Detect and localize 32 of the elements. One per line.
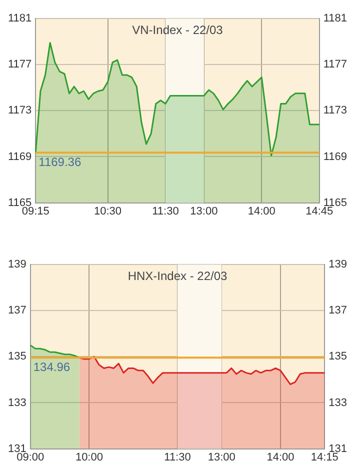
x-tick-label: 10:30 (94, 205, 122, 218)
x-tick-label: 09:00 (16, 451, 44, 464)
x-tick-label: 14:45 (306, 205, 334, 218)
chart-title: VN-Index - 22/03 (132, 22, 224, 37)
y-tick-label: 1169 (8, 150, 32, 163)
x-tick-label: 14:00 (266, 451, 294, 464)
y-tick-label: 1181 (8, 12, 32, 25)
x-tick-label: 14:00 (248, 205, 276, 218)
x-tick-label: 13:00 (190, 205, 218, 218)
x-tick-label: 11:30 (152, 205, 179, 218)
y2-tick-label: 133 (328, 396, 348, 409)
y2-tick-label: 1173 (323, 104, 347, 117)
y-tick-label: 135 (8, 350, 26, 363)
x-tick-label: 09:15 (22, 205, 50, 218)
y-tick-label: 1173 (8, 104, 32, 117)
y-tick-label: 1177 (8, 58, 32, 71)
x-tick-label: 11:30 (164, 451, 191, 464)
y2-tick-label: 1177 (323, 58, 347, 71)
chart-title: HNX-Index - 22/03 (128, 268, 228, 283)
x-tick-label: 10:00 (75, 451, 103, 464)
y2-tick-label: 135 (328, 350, 348, 363)
x-tick-label: 14:15 (310, 451, 338, 464)
y2-tick-label: 1169 (323, 150, 347, 163)
y-tick-label: 139 (8, 258, 26, 271)
ref-line-label: 134.96 (33, 360, 70, 374)
y2-tick-label: 137 (328, 304, 348, 317)
y-tick-label: 137 (8, 304, 26, 317)
x-tick-label: 13:00 (208, 451, 236, 464)
ref-line-label: 1169.36 (38, 154, 82, 169)
y-tick-label: 133 (8, 396, 26, 409)
y2-tick-label: 1181 (323, 12, 347, 25)
y2-tick-label: 139 (328, 258, 348, 271)
